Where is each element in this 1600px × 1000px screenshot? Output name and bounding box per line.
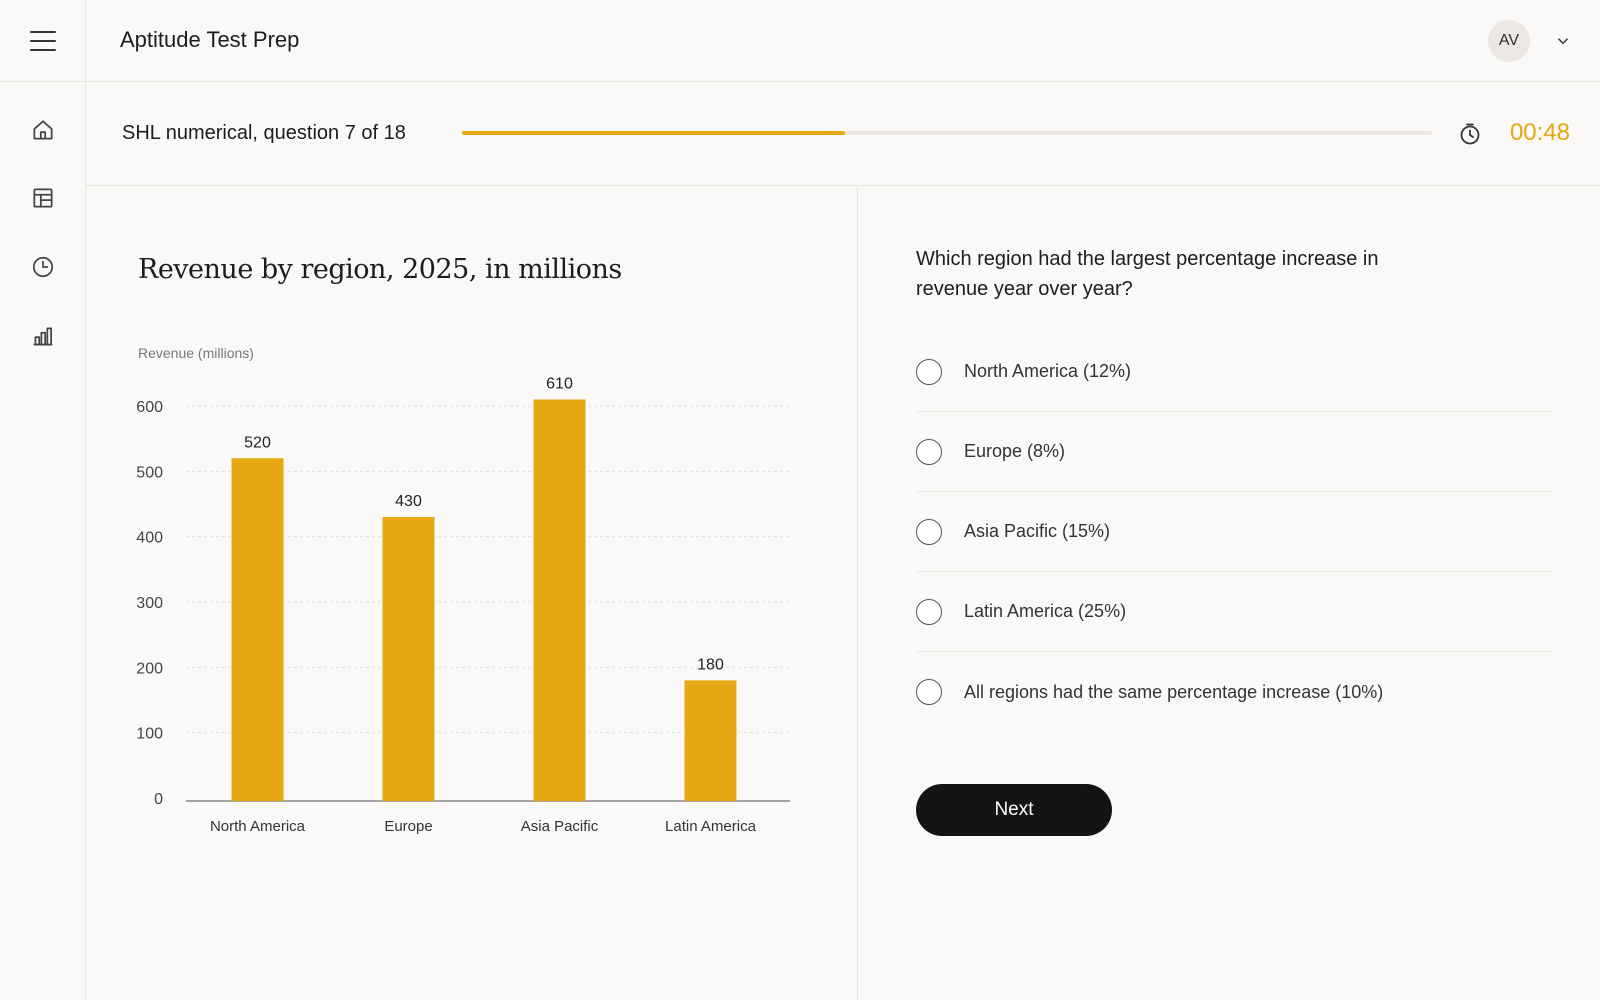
y-tick-label: 300	[136, 595, 163, 612]
answer-option[interactable]: All regions had the same percentage incr…	[916, 652, 1552, 732]
sidebar	[0, 0, 86, 1000]
question-panel: Which region had the largest percentage …	[858, 186, 1600, 1000]
bar-value-label: 610	[546, 375, 573, 392]
app-title: Aptitude Test Prep	[120, 27, 300, 52]
radio-button[interactable]	[916, 518, 942, 545]
answer-option[interactable]: Latin America (25%)	[916, 572, 1552, 652]
chart-title: Revenue by region, 2025, in millions	[138, 254, 622, 285]
sidebar-divider	[0, 81, 86, 82]
radio-button[interactable]	[916, 438, 942, 465]
answer-option-label: All regions had the same percentage incr…	[964, 681, 1384, 702]
clock-icon	[1458, 122, 1482, 146]
x-tick-label: Latin America	[665, 818, 757, 835]
progress-bar-fill	[462, 131, 846, 135]
answer-options: North America (12%) Europe (8%) Asia Pacif…	[916, 332, 1552, 732]
bar-chart: Revenue (millions) 0 100 200 300 400 500 600 520…	[136, 345, 790, 835]
answer-option-label: North America (12%)	[964, 361, 1132, 381]
answer-option[interactable]: Europe (8%)	[916, 412, 1552, 492]
chevron-down-icon[interactable]	[1554, 32, 1572, 50]
hamburger-menu-icon[interactable]	[28, 28, 58, 54]
bar-value-label: 430	[395, 493, 422, 510]
bar	[382, 517, 435, 801]
radio-button[interactable]	[916, 598, 942, 625]
y-axis-label: Revenue (millions)	[138, 345, 254, 361]
countdown-timer: 00:48	[1509, 119, 1570, 146]
bar-value-label: 180	[697, 656, 724, 673]
bar	[684, 680, 737, 801]
y-tick-label: 400	[136, 530, 163, 547]
x-tick-label: North America	[210, 818, 306, 835]
home-icon[interactable]	[28, 115, 58, 145]
y-tick-label: 0	[154, 791, 163, 808]
history-icon[interactable]	[28, 252, 58, 282]
bar-value-label: 520	[244, 434, 271, 451]
next-button[interactable]: Next	[916, 784, 1112, 836]
question-counter: SHL numerical, question 7 of 18	[122, 122, 406, 144]
top-bar: Aptitude Test Prep AV	[86, 0, 1600, 82]
table-icon[interactable]	[28, 183, 58, 213]
answer-option[interactable]: Asia Pacific (15%)	[916, 492, 1552, 572]
y-tick-label: 100	[136, 726, 163, 743]
radio-button[interactable]	[916, 679, 942, 705]
bar-chart-icon[interactable]	[28, 321, 58, 351]
x-tick-label: Asia Pacific	[521, 818, 599, 835]
answer-option-label: Latin America (25%)	[964, 601, 1127, 621]
answer-option-label: Asia Pacific (15%)	[964, 521, 1111, 541]
answer-option[interactable]: North America (12%)	[916, 332, 1552, 412]
chart-panel: Revenue by region, 2025, in millions Rev…	[86, 186, 858, 1000]
x-tick-label: Europe	[384, 818, 432, 835]
question-text: Which region had the largest percentage …	[916, 248, 1379, 300]
answer-option-label: Europe (8%)	[964, 441, 1066, 461]
progress-strip: SHL numerical, question 7 of 18 00:48	[86, 82, 1600, 186]
y-tick-label: 200	[136, 660, 163, 677]
radio-button[interactable]	[916, 358, 942, 385]
progress-bar	[462, 131, 1432, 135]
user-avatar[interactable]: AV	[1488, 20, 1530, 62]
y-tick-label: 600	[136, 399, 163, 416]
y-tick-label: 500	[136, 464, 163, 481]
bar	[231, 458, 284, 801]
bar	[533, 399, 586, 801]
